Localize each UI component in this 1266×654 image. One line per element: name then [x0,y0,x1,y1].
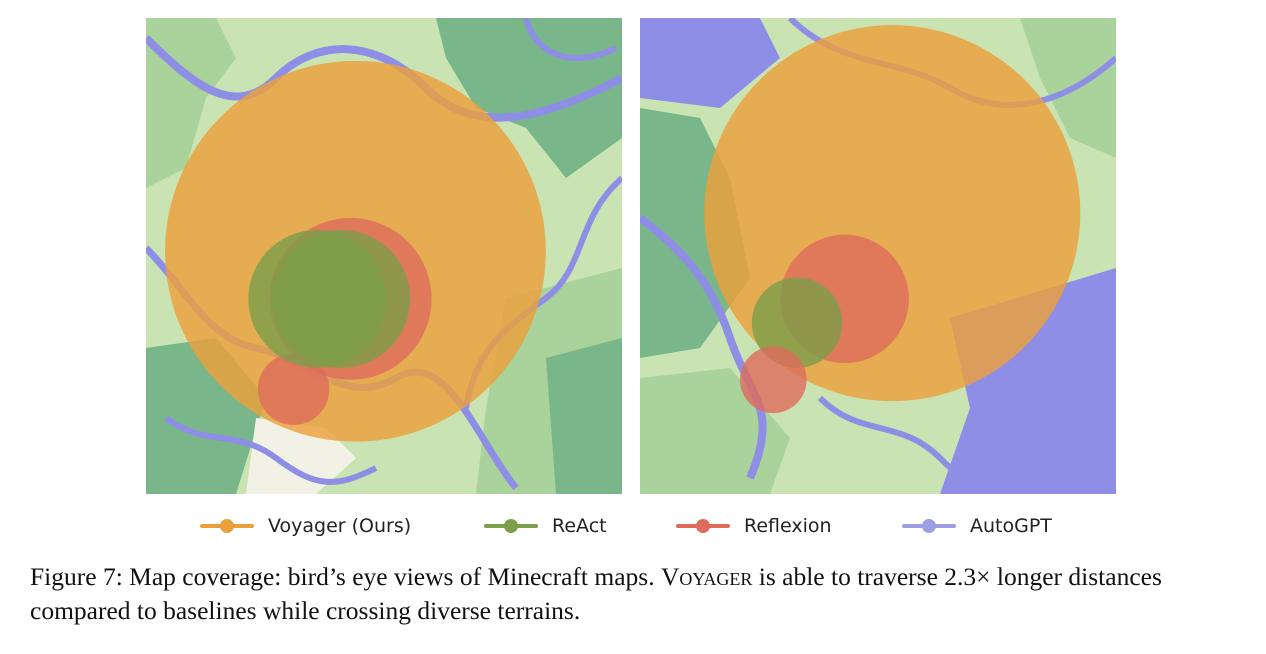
figure-caption: Figure 7: Map coverage: bird’s eye views… [30,560,1240,628]
legend-swatch-react [484,519,538,533]
legend-label-autogpt: AutoGPT [970,515,1052,537]
legend-swatch-autogpt [902,519,956,533]
river [640,214,767,480]
legend-swatch-voyager [200,519,254,533]
caption-name: Voyager [660,562,753,591]
terrain-patch [640,18,780,108]
river [164,415,378,485]
map-right-svg [640,18,1116,494]
legend-item-voyager: Voyager (Ours) [200,508,411,544]
map-panel-left [146,18,622,494]
coverage-circles-left [165,60,546,442]
map-panel-right [640,18,1116,494]
coverage-circle-react [751,277,843,368]
coverage-circle-reflexion [739,346,807,414]
legend: Voyager (Ours) ReAct Reflexion AutoGPT [0,508,1266,544]
caption-prefix: Figure 7: Map coverage: bird’s eye views… [30,562,661,591]
caption-suffix: is able to traverse 2.3× longer distance… [30,562,1162,625]
legend-label-voyager: Voyager (Ours) [268,515,412,537]
river [523,18,618,61]
map-left-svg [146,18,622,494]
legend-swatch-reflexion [676,519,730,533]
legend-label-react: ReAct [552,515,607,537]
river [817,395,1010,494]
coverage-circles-right [704,25,1081,414]
coverage-circle-reflexion [257,353,330,425]
terrain-patch [546,338,622,494]
coverage-circle-react [272,229,411,368]
legend-item-autogpt: AutoGPT [902,508,1052,544]
legend-label-reflexion: Reflexion [744,515,832,537]
legend-item-react: ReAct [484,508,607,544]
river [146,35,622,122]
legend-item-reflexion: Reflexion [676,508,832,544]
